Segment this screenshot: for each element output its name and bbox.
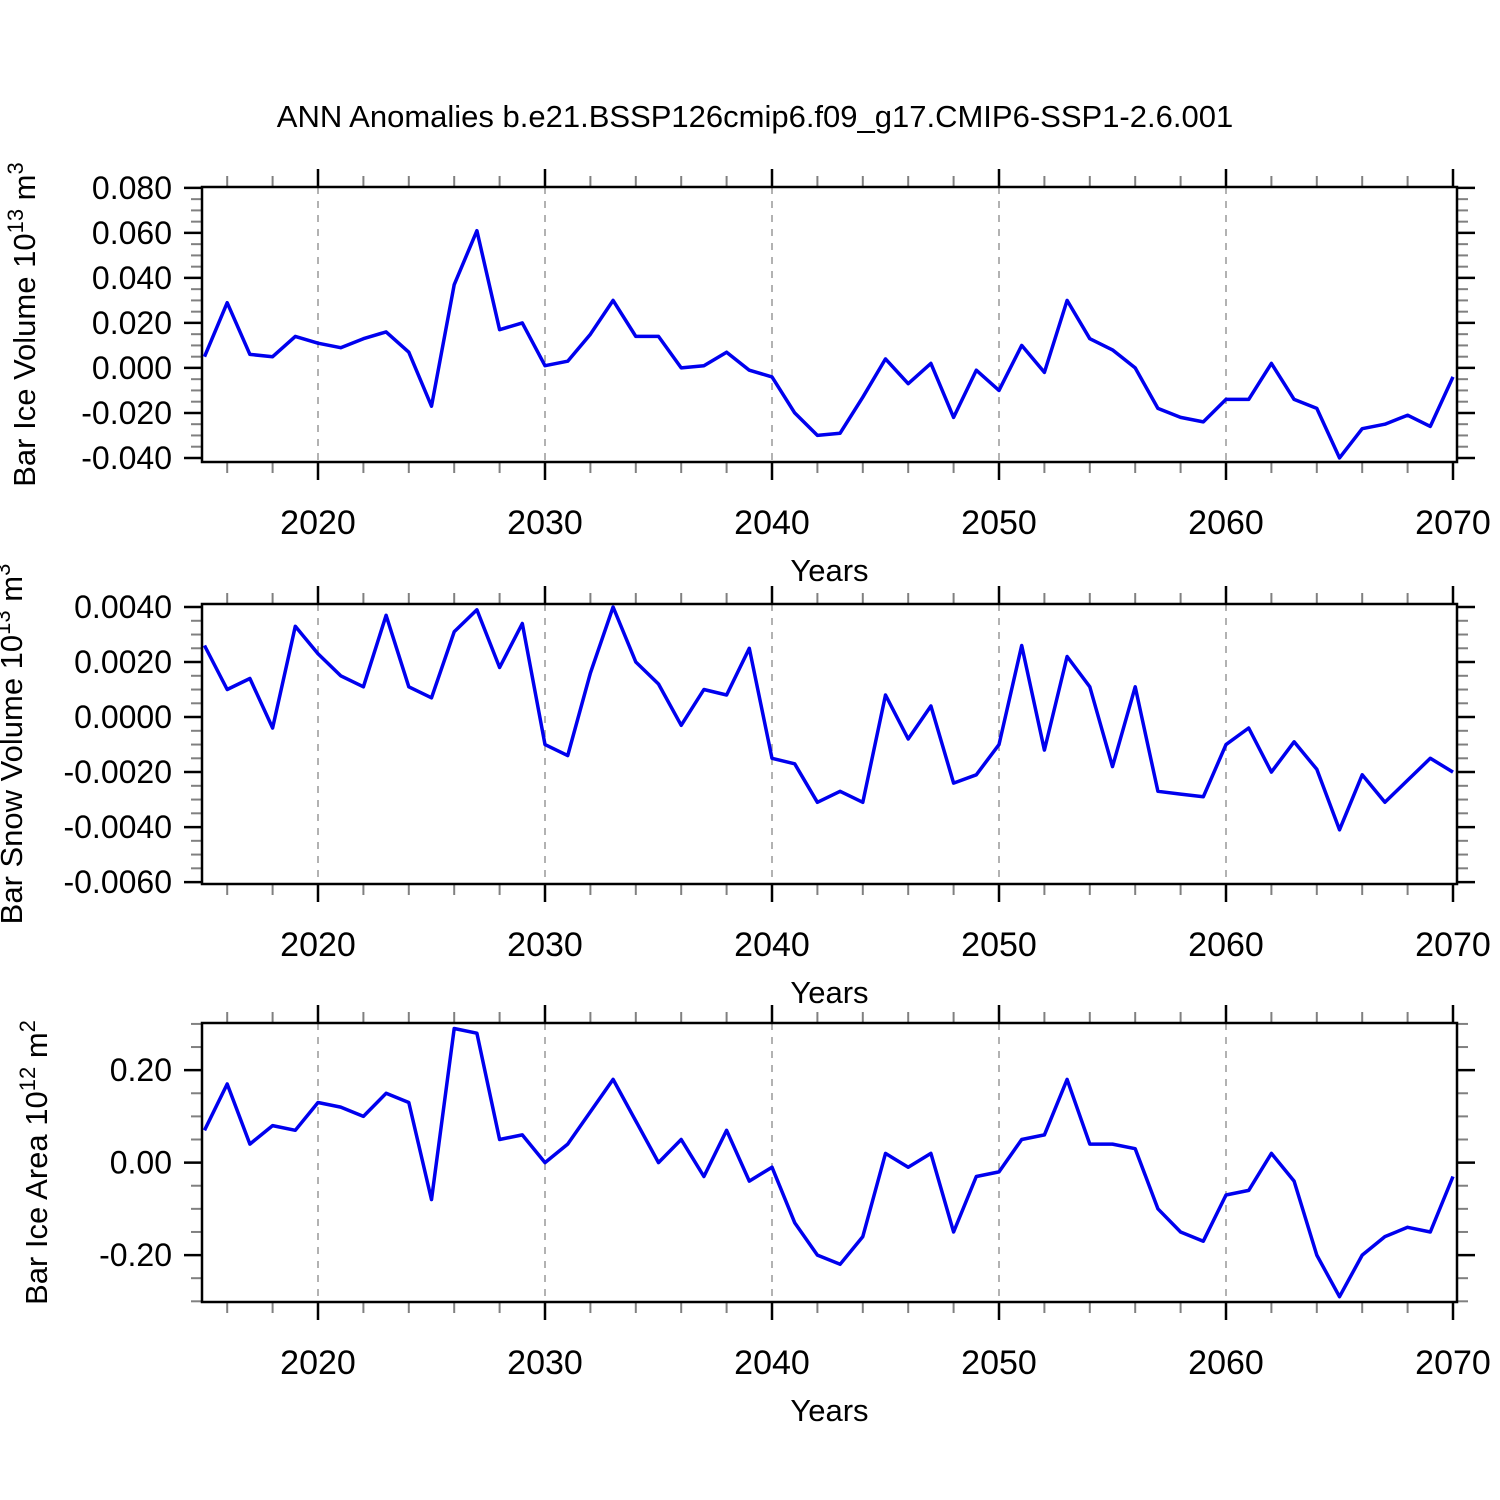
x-tick-label: 2020 [280, 504, 356, 542]
x-tick-label: 2070 [1415, 1344, 1491, 1382]
x-tick-label: 2060 [1188, 926, 1264, 964]
y-tick-label: -0.0060 [63, 864, 172, 900]
x-axis-label: Years [790, 553, 868, 588]
x-tick-label: 2040 [734, 926, 810, 964]
y-tick-label: 0.0000 [74, 699, 172, 735]
x-tick-label: 2050 [961, 504, 1037, 542]
y-axis-label: Bar Ice Volume 1013 m3 [3, 162, 42, 487]
plot-box [200, 185, 1459, 464]
x-tick-label: 2070 [1415, 926, 1491, 964]
y-axis-label: Bar Snow Volume 1013 m3 [0, 564, 29, 925]
plot-box [200, 1021, 1459, 1304]
y-axis-label: Bar Ice Area 1012 m2 [15, 1020, 54, 1305]
y-tick-label: -0.0020 [63, 754, 172, 790]
y-tick-label: -0.0040 [63, 809, 172, 845]
x-tick-label: 2050 [961, 1344, 1037, 1382]
panel-bar-ice-volume: 0.080 0.060 0.040 0.020 0.000 -0.020 -0.040 202… [3, 162, 1491, 588]
figure-title: ANN Anomalies b.e21.BSSP126cmip6.f09_g17… [276, 99, 1234, 134]
y-tick-label: 0.060 [92, 215, 172, 251]
x-tick-label: 2020 [280, 1344, 356, 1382]
x-axis-label: Years [790, 975, 868, 1010]
panel-bar-ice-area: 0.20 0.00 -0.20 2020 2030 2040 2050 2060 2070 Yea… [15, 1005, 1491, 1428]
x-tick-label: 2070 [1415, 504, 1491, 542]
x-tick-label: 2040 [734, 504, 810, 542]
series-line-bar-snow-volume [202, 605, 1454, 832]
y-tick-label: 0.0020 [74, 644, 172, 680]
plot-box [200, 602, 1459, 886]
y-tick-label: 0.080 [92, 170, 172, 206]
y-tick-label: -0.020 [81, 395, 172, 431]
x-tick-label: 2030 [507, 1344, 583, 1382]
y-tick-label: 0.20 [110, 1052, 172, 1088]
x-tick-label: 2040 [734, 1344, 810, 1382]
y-tick-label: 0.0040 [74, 589, 172, 625]
y-tick-label: -0.040 [81, 440, 172, 476]
y-tick-label: 0.00 [110, 1145, 172, 1181]
x-tick-label: 2050 [961, 926, 1037, 964]
x-axis-label: Years [790, 1393, 868, 1428]
series-line-bar-ice-area [202, 1026, 1455, 1299]
x-tick-label: 2020 [280, 926, 356, 964]
y-tick-label: 0.040 [92, 260, 172, 296]
y-tick-label: 0.000 [92, 350, 172, 386]
x-tick-label: 2060 [1188, 504, 1264, 542]
x-tick-label: 2030 [507, 504, 583, 542]
y-tick-label: 0.020 [92, 305, 172, 341]
y-tick-label: -0.20 [99, 1237, 172, 1273]
panel-bar-snow-volume: 0.0040 0.0020 0.0000 -0.0020 -0.0040 -0.0060 2… [0, 564, 1491, 1010]
x-tick-label: 2030 [507, 926, 583, 964]
x-tick-label: 2060 [1188, 1344, 1264, 1382]
series-line-bar-ice-volume [202, 228, 1455, 460]
